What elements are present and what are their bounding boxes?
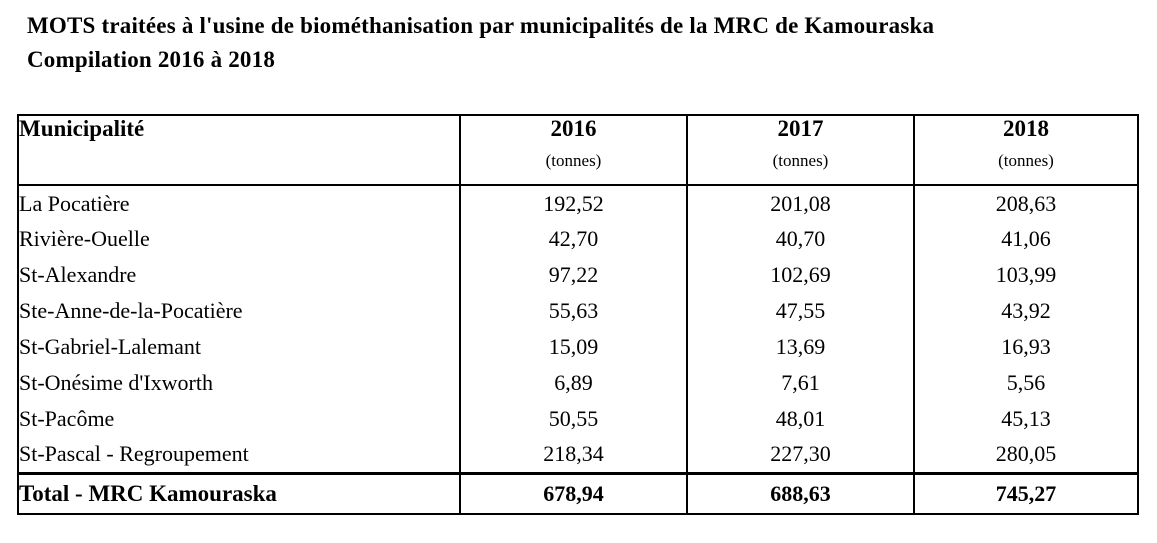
value-cell-2017: 48,01 (686, 401, 915, 437)
column-header-2017: 2017 (tonnes) (686, 115, 915, 186)
total-value-cell-2016: 678,94 (459, 471, 688, 514)
document-title: MOTS traitées à l'usine de biométhanisat… (27, 9, 934, 77)
total-value-cell-2017: 688,63 (686, 471, 915, 514)
value-cell-2016: 192,52 (459, 185, 688, 221)
header-row: Municipalité 2016 (tonnes) 2017 (tonnes)… (17, 115, 1139, 186)
table-row-st-pascal-regroupement: St-Pascal - Regroupement 218,34 227,30 2… (17, 437, 1139, 473)
value-cell-2016: 97,22 (459, 257, 688, 293)
table-row-st-gabriel-lalemant: St-Gabriel-Lalemant 15,09 13,69 16,93 (17, 329, 1139, 365)
municipality-cell: La Pocatière (17, 185, 461, 221)
column-header-2018: 2018 (tonnes) (913, 115, 1139, 186)
title-line-1: MOTS traitées à l'usine de biométhanisat… (27, 13, 935, 38)
year-label-2016: 2016 (550, 116, 597, 141)
unit-label-2018: (tonnes) (998, 151, 1054, 170)
unit-label-2017: (tonnes) (772, 151, 829, 170)
value-cell-2017: 7,61 (686, 365, 915, 401)
municipality-cell: St-Pascal - Regroupement (17, 437, 461, 473)
value-cell-2017: 201,08 (686, 185, 915, 221)
table-total-row: Total - MRC Kamouraska 678,94 688,63 745… (17, 471, 1139, 514)
value-cell-2016: 15,09 (459, 329, 688, 365)
table-header: Municipalité 2016 (tonnes) 2017 (tonnes)… (17, 115, 1139, 186)
column-header-municipality: Municipalité (17, 115, 461, 186)
value-cell-2016: 55,63 (459, 293, 688, 329)
value-cell-2016: 42,70 (459, 221, 688, 257)
table-row-st-pacome: St-Pacôme 50,55 48,01 45,13 (17, 401, 1139, 437)
value-cell-2016: 218,34 (459, 437, 688, 473)
municipality-cell: St-Gabriel-Lalemant (17, 329, 461, 365)
value-cell-2016: 50,55 (459, 401, 688, 437)
value-cell-2018: 45,13 (913, 401, 1139, 437)
value-cell-2016: 6,89 (459, 365, 688, 401)
column-header-2016: 2016 (tonnes) (459, 115, 688, 186)
municipality-cell: St-Onésime d'Ixworth (17, 365, 461, 401)
value-cell-2018: 280,05 (913, 437, 1139, 473)
table-row-la-pocatiere: La Pocatière 192,52 201,08 208,63 (17, 185, 1139, 221)
municipality-cell: St-Pacôme (17, 401, 461, 437)
value-cell-2017: 227,30 (686, 437, 915, 473)
title-line-2: Compilation 2016 à 2018 (27, 47, 276, 72)
year-label-2018: 2018 (1003, 116, 1049, 141)
municipality-cell: St-Alexandre (17, 257, 461, 293)
year-label-2017: 2017 (777, 116, 824, 141)
value-cell-2018: 103,99 (913, 257, 1139, 293)
mots-table: Municipalité 2016 (tonnes) 2017 (tonnes)… (17, 114, 1139, 515)
value-cell-2017: 13,69 (686, 329, 915, 365)
total-label-cell: Total - MRC Kamouraska (17, 471, 461, 514)
table-row-riviere-ouelle: Rivière-Ouelle 42,70 40,70 41,06 (17, 221, 1139, 257)
value-cell-2018: 5,56 (913, 365, 1139, 401)
municipality-cell: Ste-Anne-de-la-Pocatière (17, 293, 461, 329)
value-cell-2017: 47,55 (686, 293, 915, 329)
value-cell-2017: 40,70 (686, 221, 915, 257)
unit-label-2016: (tonnes) (545, 151, 602, 170)
table-row-st-onesime-d-ixworth: St-Onésime d'Ixworth 6,89 7,61 5,56 (17, 365, 1139, 401)
total-value-cell-2018: 745,27 (913, 471, 1139, 514)
value-cell-2018: 208,63 (913, 185, 1139, 221)
table-row-st-alexandre: St-Alexandre 97,22 102,69 103,99 (17, 257, 1139, 293)
municipality-cell: Rivière-Ouelle (17, 221, 461, 257)
table-row-ste-anne-de-la-pocatiere: Ste-Anne-de-la-Pocatière 55,63 47,55 43,… (17, 293, 1139, 329)
table-body: La Pocatière 192,52 201,08 208,63 Rivièr… (17, 185, 1139, 514)
value-cell-2017: 102,69 (686, 257, 915, 293)
value-cell-2018: 43,92 (913, 293, 1139, 329)
value-cell-2018: 41,06 (913, 221, 1139, 257)
value-cell-2018: 16,93 (913, 329, 1139, 365)
